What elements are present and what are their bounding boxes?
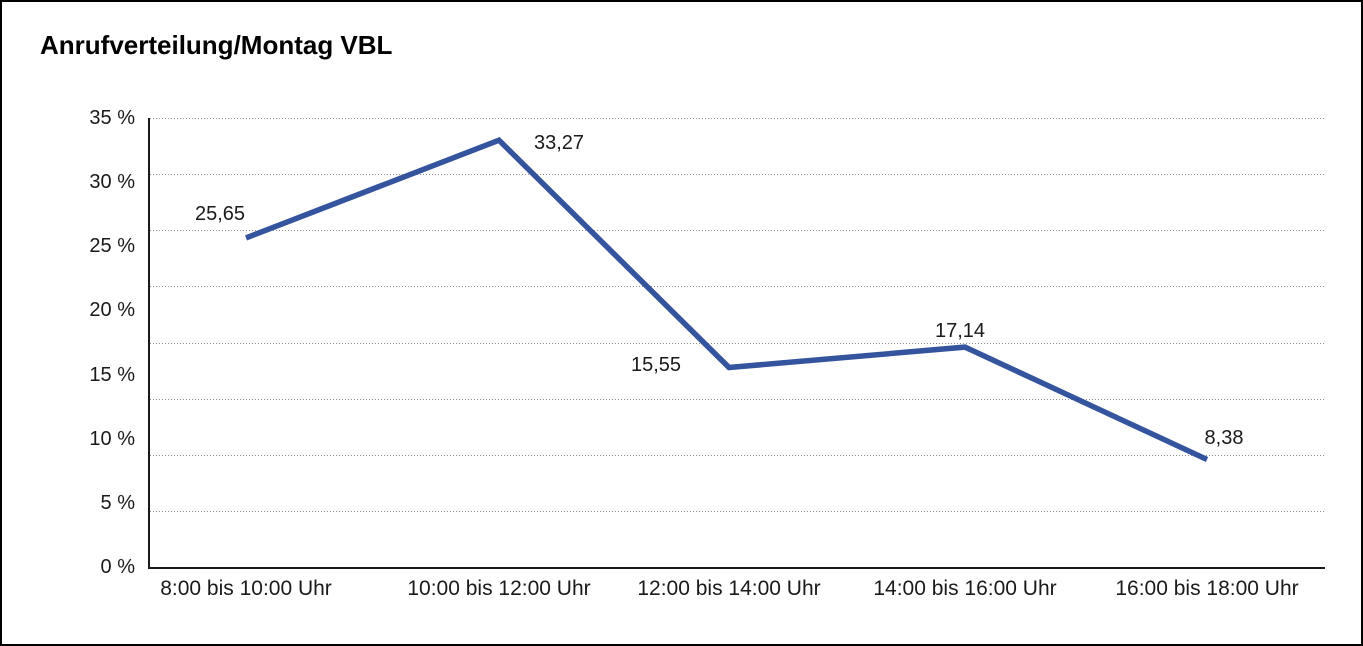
gridline — [150, 230, 1325, 231]
data-value-label: 8,38 — [1204, 427, 1244, 450]
gridline — [150, 118, 1325, 119]
x-axis-category-label: 10:00 bis 12:00 Uhr — [407, 577, 591, 600]
y-axis-tick-label: 0 % — [100, 556, 135, 578]
gridline — [150, 286, 1325, 287]
data-value-label: 25,65 — [194, 202, 246, 225]
data-line — [245, 136, 1209, 462]
gridline — [150, 511, 1325, 512]
y-axis-tick-label: 30 % — [89, 171, 135, 193]
data-value-label: 17,14 — [934, 320, 986, 343]
y-axis-tick-label: 25 % — [89, 235, 135, 257]
x-axis-category-label: 14:00 bis 16:00 Uhr — [873, 577, 1057, 600]
data-value-label: 15,55 — [630, 353, 682, 376]
gridline — [150, 343, 1325, 344]
x-axis-category-label: 12:00 bis 14:00 Uhr — [637, 577, 821, 600]
x-axis-category-label: 16:00 bis 18:00 Uhr — [1115, 577, 1299, 600]
gridline — [150, 455, 1325, 456]
line-chart-svg — [245, 136, 1209, 462]
y-axis-tick-label: 5 % — [100, 492, 135, 514]
y-axis-tick-label: 10 % — [89, 428, 135, 450]
chart-title: Anrufverteilung/Montag VBL — [40, 30, 393, 60]
y-axis-tick-label: 35 % — [89, 107, 135, 129]
plot-area: 25,65 33,27 15,55 17,14 8,38 — [148, 118, 1325, 569]
y-axis-tick-label: 15 % — [89, 364, 135, 386]
y-axis-tick-labels: 35 % 30 % 25 % 20 % 15 % 10 % 5 % 0 % — [22, 107, 135, 578]
gridline — [150, 174, 1325, 175]
x-axis-category-labels: 8:00 bis 10:00 Uhr 10:00 bis 12:00 Uhr 12:… — [150, 576, 1325, 610]
gridline — [150, 399, 1325, 400]
y-axis-tick-label: 20 % — [89, 299, 135, 321]
x-axis-category-label: 8:00 bis 10:00 Uhr — [160, 577, 332, 600]
data-value-label: 33,27 — [533, 132, 585, 155]
